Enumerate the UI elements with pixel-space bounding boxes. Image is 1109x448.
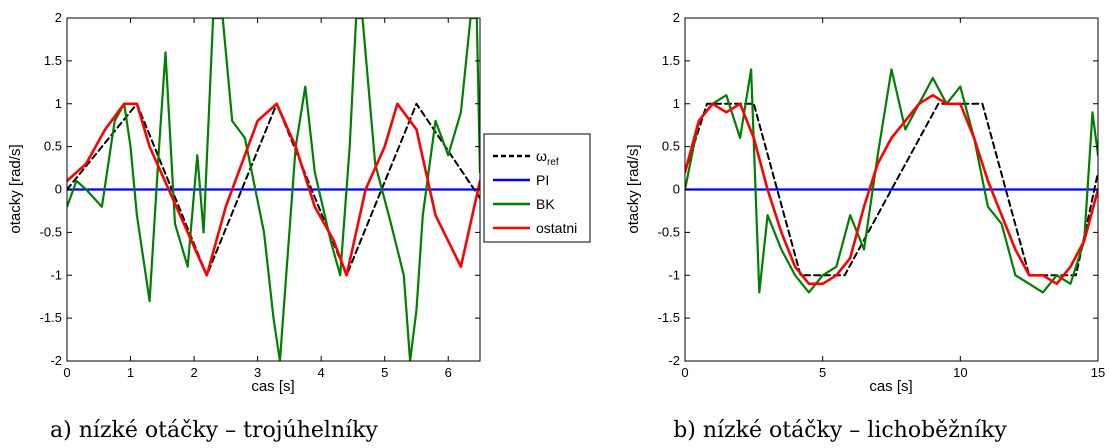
chart-b-xticks: 0 5 10 15 bbox=[681, 18, 1105, 380]
chart-a-ytick-label: -1.5 bbox=[40, 310, 62, 325]
chart-a-xtick-label: 5 bbox=[381, 365, 388, 380]
chart-b-xtick-label: 15 bbox=[1091, 365, 1105, 380]
chart-b-xlabel: cas [s] bbox=[869, 378, 912, 395]
chart-a-xtick-label: 3 bbox=[254, 365, 261, 380]
chart-a-series-bk bbox=[67, 18, 480, 361]
chart-a-xlabel: cas [s] bbox=[251, 378, 294, 395]
chart-b-ytick-label: 0.5 bbox=[662, 139, 680, 154]
legend-items: ωref PI BK ostatni bbox=[493, 148, 577, 236]
chart-a-xticks: 0 1 2 3 4 5 6 bbox=[63, 18, 452, 380]
chart-a-xtick-label: 1 bbox=[127, 365, 134, 380]
chart-a: 0 1 2 3 4 5 6 -2 -1.5 -1 -0.5 0 0.5 1 1.5 2 cas [s] ot… bbox=[7, 10, 481, 443]
chart-b-ytick-label: -0.5 bbox=[658, 224, 680, 239]
chart-a-ytick-label: -0.5 bbox=[40, 224, 62, 239]
chart-a-caption: a) nízké otáčky – trojúhelníky bbox=[50, 418, 378, 443]
chart-b-ytick-label: 2 bbox=[673, 10, 680, 25]
legend-label-omega-ref: ωref bbox=[536, 148, 559, 168]
legend-box bbox=[483, 133, 591, 243]
chart-b-series-ostatni bbox=[685, 93, 1098, 286]
chart-a-xtick-label: 4 bbox=[318, 365, 325, 380]
chart-b-ytick-label: 1 bbox=[673, 96, 680, 111]
legend-label-bk: BK bbox=[536, 196, 555, 212]
chart-a-series bbox=[67, 18, 480, 361]
legend-label-pi: PI bbox=[536, 172, 549, 188]
chart-a-ytick-label: 2 bbox=[55, 10, 62, 25]
chart-b-ytick-label: -1 bbox=[668, 267, 680, 282]
chart-a-ylabel: otacky [rad/s] bbox=[7, 144, 24, 233]
chart-b-series bbox=[685, 68, 1098, 294]
chart-b-ytick-label: 0 bbox=[673, 182, 680, 197]
chart-b-xtick-label: 0 bbox=[681, 365, 688, 380]
chart-b-yticks: -2 -1.5 -1 -0.5 0 0.5 1 1.5 2 bbox=[658, 10, 1098, 368]
chart-b-xtick-label: 5 bbox=[819, 365, 826, 380]
chart-a-ytick-label: 0 bbox=[55, 182, 62, 197]
chart-a-xtick-label: 2 bbox=[190, 365, 197, 380]
chart-b-caption: b) nízké otáčky – lichoběžníky bbox=[673, 418, 1007, 443]
chart-b-series-bk bbox=[685, 68, 1098, 294]
chart-a-ytick-label: 1 bbox=[55, 96, 62, 111]
chart-a-series-ostatni bbox=[67, 102, 480, 277]
chart-b-ytick-label: 1.5 bbox=[662, 53, 680, 68]
chart-b-ytick-label: -1.5 bbox=[658, 310, 680, 325]
chart-a-ytick-label: -2 bbox=[50, 353, 62, 368]
legend: ωref PI BK ostatni bbox=[483, 133, 591, 243]
chart-a-yticks: -2 -1.5 -1 -0.5 0 0.5 1 1.5 2 bbox=[40, 10, 480, 368]
chart-b-ylabel: otacky [rad/s] bbox=[625, 144, 642, 233]
chart-b-ytick-label: -2 bbox=[668, 353, 680, 368]
chart-a-ytick-label: -1 bbox=[50, 267, 62, 282]
chart-a-xtick-label: 6 bbox=[445, 365, 452, 380]
chart-b-xtick-label: 10 bbox=[953, 365, 967, 380]
legend-label-ostatni: ostatni bbox=[536, 220, 577, 236]
chart-a-xtick-label: 0 bbox=[63, 365, 70, 380]
chart-a-ytick-label: 0.5 bbox=[44, 139, 62, 154]
chart-a-ytick-label: 1.5 bbox=[44, 53, 62, 68]
chart-b: 0 5 10 15 -2 -1.5 -1 -0.5 0 0.5 1 1.5 2 cas [s] ota… bbox=[625, 10, 1105, 443]
